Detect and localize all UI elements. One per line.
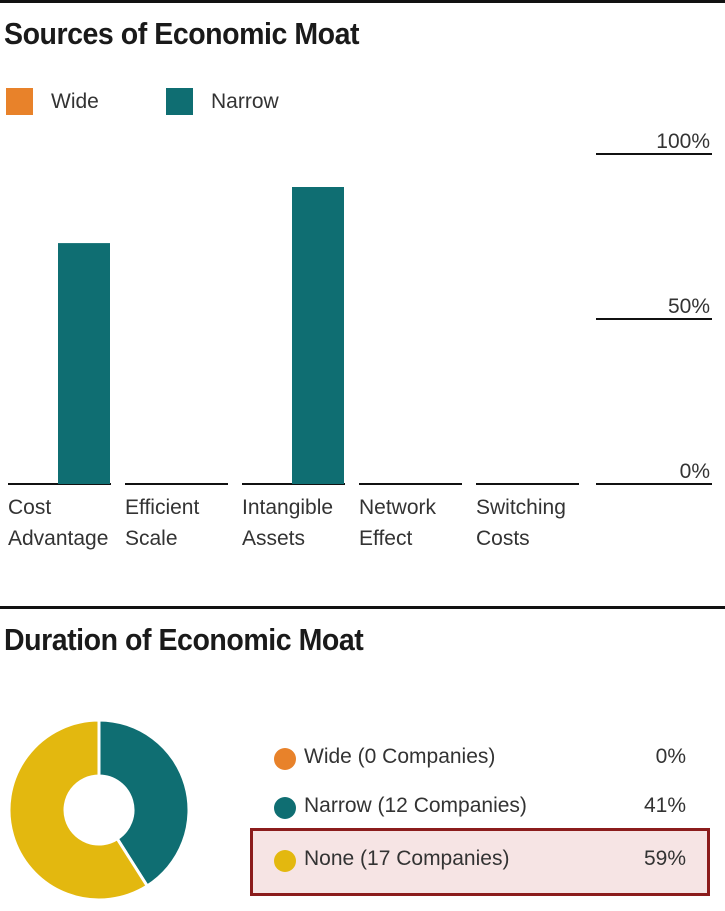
bar-narrow-2: [292, 187, 344, 484]
category-label: Scale: [125, 527, 178, 550]
y-tick-label-50: 50%: [668, 295, 710, 318]
legend-item-narrow: Narrow: [166, 88, 279, 115]
section-divider: [0, 606, 725, 609]
duration-row-narrow: Narrow (12 Companies) 41%: [270, 789, 690, 829]
duration-title: Duration of Economic Moat: [4, 622, 364, 657]
none-row-highlight: [250, 828, 710, 896]
narrow-dot-icon: [274, 797, 296, 819]
category-label: Costs: [476, 527, 530, 550]
duration-percent-wide: 0%: [655, 745, 686, 768]
sources-title: Sources of Economic Moat: [4, 16, 360, 51]
duration-label-none: None (17 Companies): [304, 847, 510, 870]
legend-label-narrow: Narrow: [211, 89, 279, 113]
y-tick-label-100: 100%: [656, 130, 710, 153]
category-label: Network: [359, 496, 437, 519]
duration-percent-narrow: 41%: [643, 794, 686, 817]
category-label: Assets: [242, 527, 305, 550]
category-label: Cost: [8, 496, 51, 519]
bar-narrow-0: [58, 243, 110, 484]
category-label: Intangible: [242, 496, 333, 519]
duration-row-wide: Wide (0 Companies) 0%: [270, 740, 690, 780]
category-label: Switching: [476, 496, 566, 519]
top-rule: [0, 0, 725, 3]
donut-slice-2: [7, 718, 150, 902]
duration-label-narrow: Narrow (12 Companies): [304, 794, 527, 817]
duration-row-none: None (17 Companies) 59%: [270, 842, 690, 882]
legend-label-wide: Wide: [51, 89, 99, 113]
duration-percent-none: 59%: [643, 847, 686, 870]
category-label: Efficient: [125, 496, 199, 519]
legend-item-wide: Wide: [6, 88, 99, 115]
none-dot-icon: [274, 850, 296, 872]
sources-bar-chart: 0% 50% 100% Cost Advantage Efficient Scale Inta…: [8, 130, 712, 550]
duration-label-wide: Wide (0 Companies): [304, 745, 496, 768]
category-label: Advantage: [8, 527, 108, 550]
category-label: Effect: [359, 527, 412, 550]
legend-swatch-narrow: [166, 88, 193, 115]
duration-donut-chart: [7, 718, 191, 902]
legend-swatch-wide: [6, 88, 33, 115]
y-tick-label-0: 0%: [680, 460, 710, 483]
wide-dot-icon: [274, 748, 296, 770]
